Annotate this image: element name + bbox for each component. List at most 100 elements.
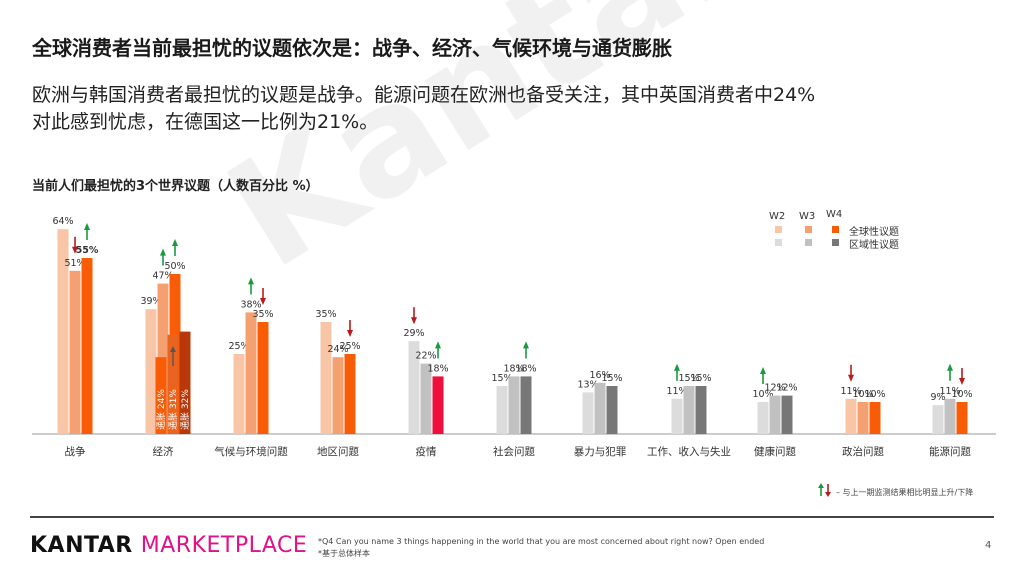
data-label-9-w3: 10% [852,389,873,400]
legend-swatch-global-w2 [775,226,782,233]
inflation-bar-w3 [167,334,179,434]
data-label-2-w3: 38% [240,299,261,310]
inflation-marker-head [170,346,176,352]
x-tick-label-4: 疫情 [416,445,437,458]
data-label-8-w3: 12% [764,383,785,394]
data-label-4-w2: 29% [403,328,424,339]
bar-6-w2 [582,392,594,434]
legend-swatch-global-w4 [832,226,839,233]
data-label-8-w4: 12% [776,383,797,394]
data-label-7-w2: 11% [666,386,687,397]
bar-3-w2 [320,322,332,434]
legend-swatch-regional-w4 [832,239,839,246]
footnote-question: *Q4 Can you name 3 things happening in t… [318,537,765,546]
data-label-10-w2: 9% [930,392,945,403]
bar-5-w4 [520,376,532,434]
legend-regional-label: 区域性议题 [849,240,899,251]
x-tick-label-9: 政治问题 [842,445,884,458]
x-tick-label-1: 经济 [153,445,174,458]
change-arrow-up-head-2 [160,248,166,256]
data-label-4-w4: 18% [427,363,448,374]
bar-9-w4 [869,402,881,434]
change-arrow-down-head-14 [959,378,965,385]
data-label-8-w2: 10% [752,389,773,400]
legend-wave-w2: W2 [769,211,786,222]
bar-0-w4 [81,258,93,434]
legend-swatch-regional-w2 [775,239,782,246]
legend-wave-w3: W3 [799,211,816,222]
data-label-2-w4: 35% [252,309,273,320]
data-label-10-w4: 10% [951,389,972,400]
bar-6-w4 [606,386,618,434]
data-label-6-w2: 13% [577,379,598,390]
inflation-bar-w2 [155,357,167,434]
bar-2-w2 [233,354,245,434]
bar-5-w3 [508,376,520,434]
bar-8-w2 [757,402,769,434]
data-label-10-w3: 11% [939,386,960,397]
change-arrow-up-head-4 [248,277,254,285]
data-label-1-w2: 39% [140,296,161,307]
data-label-7-w4: 15% [690,373,711,384]
bar-4-w3 [420,363,432,434]
bar-4-w4 [432,376,444,434]
data-label-6-w4: 15% [601,373,622,384]
bar-2-w4 [257,322,269,434]
page-number: 4 [985,540,992,551]
bar-2-w3 [245,312,257,434]
bar-8-w4 [781,395,793,434]
data-label-3-w4: 25% [339,341,360,352]
logo-kantar: KANTAR [30,533,133,558]
x-tick-label-0: 战争 [65,445,86,458]
x-tick-label-3: 地区问题 [317,445,359,458]
x-tick-label-7: 工作、收入与失业 [647,445,731,458]
legend-wave-w4: W4 [826,209,843,220]
bar-10-w4 [956,402,968,434]
data-label-3-w2: 35% [315,309,336,320]
data-label-7-w3: 15% [678,373,699,384]
change-arrow-up-head-1 [84,223,90,230]
legend-swatch-regional-w3 [805,239,812,246]
inflation-label-w2: 通胀 24% [156,389,167,430]
data-label-4-w3: 22% [415,351,436,362]
bar-9-w2 [845,398,857,434]
bar-0-w3 [69,270,81,434]
change-arrow-up-head-10 [674,363,680,371]
bar-5-w2 [496,386,508,434]
x-tick-label-8: 健康问题 [754,445,796,458]
footnote-base: *基于总体样本 [318,549,370,558]
legend-global-label: 全球性议题 [849,227,899,238]
data-label-2-w2: 25% [228,341,249,352]
bar-10-w3 [944,398,956,434]
change-arrow-down-head-0 [72,246,78,254]
bar-7-w4 [695,386,707,434]
x-tick-label-5: 社会问题 [493,445,535,458]
logo-marketplace: MARKETPLACE [140,533,308,558]
change-arrow-up-head-3 [172,239,178,246]
x-tick-label-2: 气候与环境问题 [214,445,288,458]
bar-4-w2 [408,341,420,434]
legend-swatch-global-w3 [805,226,812,233]
bar-10-w2 [932,405,944,434]
data-label-0-w3: 51% [64,258,85,269]
bar-7-w3 [683,386,695,434]
page-subtitle-line1: 欧洲与韩国消费者最担忧的议题是战争。能源问题在欧洲也备受关注，其中英国消费者中2… [32,84,816,106]
change-arrow-down-head-5 [260,298,266,305]
data-label-1-w4: 50% [164,261,185,272]
bar-8-w3 [769,395,781,434]
data-label-5-w3: 18% [503,363,524,374]
change-arrow-up-head-13 [947,363,953,371]
data-label-0-w4: 55% [76,245,99,256]
bar-9-w3 [857,402,869,434]
data-label-3-w3: 24% [327,344,348,355]
x-tick-label-6: 暴力与犯罪 [574,445,627,458]
change-arrow-down-head-7 [411,317,417,325]
chart-title: 当前人们最担忧的3个世界议题（人数百分比 %） [32,179,319,194]
data-label-5-w4: 18% [515,363,536,374]
bar-0-w2 [57,229,69,434]
kantar-marketplace-logo: KANTAR MARKETPLACE [30,533,307,558]
page-title: 全球消费者当前最担忧的议题依次是：战争、经济、气候环境与通货膨胀 [32,36,672,60]
change-arrow-up-head-9 [523,341,529,349]
change-arrow-down-head-12 [848,374,854,382]
